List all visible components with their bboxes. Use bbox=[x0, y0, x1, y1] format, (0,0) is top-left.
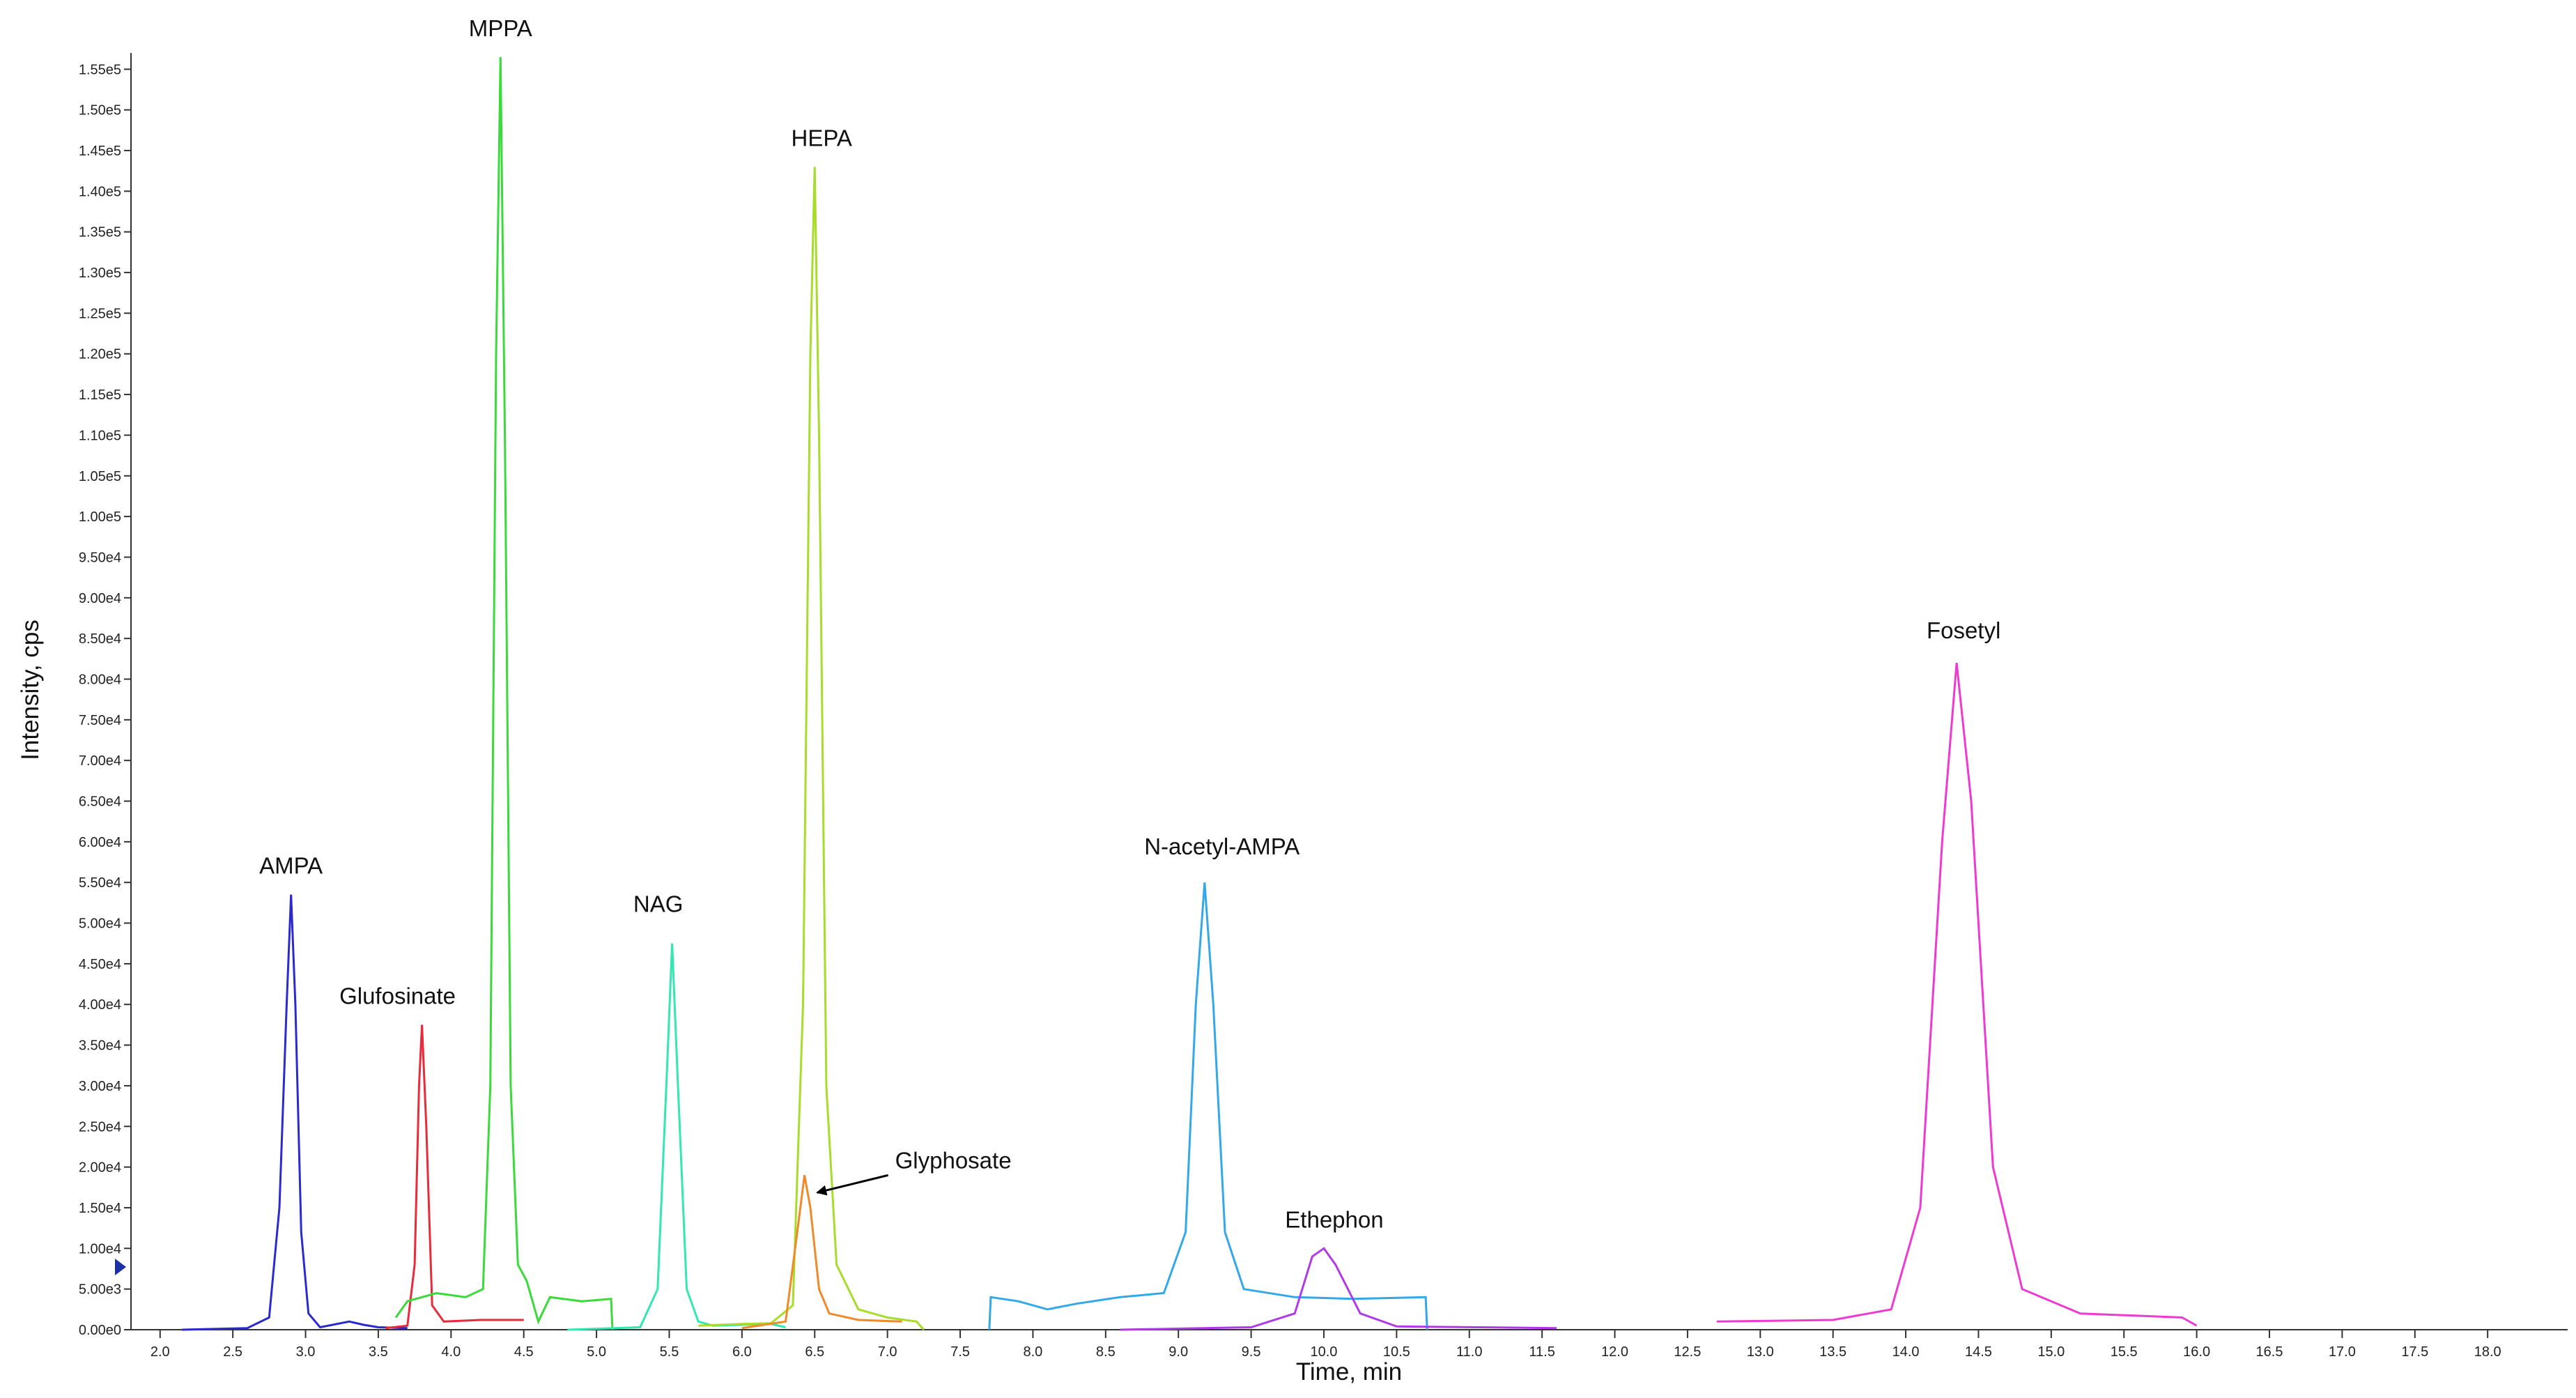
series-line bbox=[567, 943, 786, 1331]
x-tick-label: 8.5 bbox=[1096, 1344, 1116, 1360]
x-tick-label: 18.0 bbox=[2474, 1344, 2501, 1360]
x-tick-label: 14.0 bbox=[1892, 1344, 1920, 1360]
threshold-arrow bbox=[115, 1259, 126, 1275]
series-line bbox=[1120, 1247, 1557, 1331]
y-tick-label: 1.25e5 bbox=[79, 306, 121, 321]
peak-label: Glufosinate bbox=[339, 983, 456, 1008]
peak-label: AMPA bbox=[259, 853, 323, 879]
x-tick-label: 15.0 bbox=[2037, 1344, 2065, 1360]
x-tick-label: 13.0 bbox=[1747, 1344, 1774, 1360]
series-line bbox=[182, 894, 408, 1331]
y-tick-label: 1.50e4 bbox=[79, 1201, 121, 1216]
y-tick-label: 8.00e4 bbox=[79, 672, 121, 687]
x-tick-label: 12.5 bbox=[1674, 1344, 1701, 1360]
x-tick-label: 17.0 bbox=[2329, 1344, 2356, 1360]
x-tick-label: 4.5 bbox=[514, 1344, 534, 1360]
y-tick-label: 3.00e4 bbox=[79, 1079, 121, 1094]
y-tick-label: 1.05e5 bbox=[79, 469, 121, 484]
y-tick-label: 1.10e5 bbox=[79, 428, 121, 443]
y-tick-label: 2.00e4 bbox=[79, 1160, 121, 1176]
y-tick-label: 4.00e4 bbox=[79, 997, 121, 1013]
x-tick-label: 12.0 bbox=[1601, 1344, 1628, 1360]
y-tick-label: 2.50e4 bbox=[79, 1119, 121, 1135]
series-line bbox=[394, 56, 614, 1330]
y-tick-label: 9.50e4 bbox=[79, 550, 121, 565]
y-tick-label: 1.50e5 bbox=[79, 103, 121, 118]
series-line bbox=[988, 882, 1428, 1330]
y-tick-label: 7.00e4 bbox=[79, 753, 121, 769]
peak-label: Glyphosate bbox=[895, 1147, 1012, 1173]
x-tick-label: 8.0 bbox=[1024, 1344, 1043, 1360]
peak-label: N-acetyl-AMPA bbox=[1144, 834, 1299, 859]
y-tick-label: 1.00e5 bbox=[79, 509, 121, 525]
x-tick-label: 6.0 bbox=[732, 1344, 752, 1360]
x-tick-label: 16.5 bbox=[2256, 1344, 2283, 1360]
y-tick-label: 6.50e4 bbox=[79, 794, 121, 810]
label-arrow bbox=[816, 1174, 888, 1196]
x-tick-label: 2.5 bbox=[223, 1344, 242, 1360]
x-tick-label: 9.0 bbox=[1169, 1344, 1188, 1360]
x-tick-label: 7.0 bbox=[878, 1344, 897, 1360]
series-line bbox=[741, 1175, 902, 1330]
x-tick-label: 5.5 bbox=[660, 1344, 679, 1360]
y-tick-label: 1.35e5 bbox=[79, 225, 121, 240]
x-tick-label: 16.0 bbox=[2183, 1344, 2210, 1360]
y-tick-label: 1.55e5 bbox=[79, 62, 121, 77]
y-tick-label: 1.20e5 bbox=[79, 347, 121, 362]
x-tick-label: 11.0 bbox=[1456, 1344, 1482, 1360]
x-tick-label: 7.5 bbox=[950, 1344, 970, 1360]
peak-label: HEPA bbox=[792, 125, 852, 151]
x-tick-label: 3.0 bbox=[296, 1344, 316, 1360]
x-tick-label: 3.5 bbox=[369, 1344, 388, 1360]
y-tick-label: 1.30e5 bbox=[79, 266, 121, 281]
y-tick-label: 1.40e5 bbox=[79, 184, 121, 199]
x-tick-label: 4.0 bbox=[441, 1344, 461, 1360]
x-tick-label: 6.5 bbox=[805, 1344, 824, 1360]
series-line bbox=[385, 1024, 524, 1330]
y-tick-label: 4.50e4 bbox=[79, 957, 121, 972]
x-tick-label: 17.5 bbox=[2401, 1344, 2428, 1360]
y-tick-label: 1.00e4 bbox=[79, 1241, 121, 1257]
y-tick-label: 9.00e4 bbox=[79, 591, 121, 606]
y-tick-label: 0.00e0 bbox=[79, 1323, 121, 1338]
y-tick-label: 7.50e4 bbox=[79, 713, 121, 728]
peak-label: MPPA bbox=[469, 15, 532, 41]
peak-label: NAG bbox=[633, 891, 684, 917]
y-tick-label: 5.50e4 bbox=[79, 875, 121, 891]
y-tick-label: 3.50e4 bbox=[79, 1038, 121, 1054]
series-line bbox=[1716, 663, 2198, 1327]
y-tick-label: 5.00e4 bbox=[79, 916, 121, 932]
x-tick-label: 2.0 bbox=[151, 1344, 170, 1360]
x-tick-label: 15.5 bbox=[2111, 1344, 2138, 1360]
x-tick-label: 13.5 bbox=[1819, 1344, 1846, 1360]
x-tick-label: 14.5 bbox=[1965, 1344, 1992, 1360]
x-tick-label: 5.0 bbox=[587, 1344, 606, 1360]
x-tick-label: 11.5 bbox=[1529, 1344, 1555, 1360]
x-tick-label: 9.5 bbox=[1242, 1344, 1261, 1360]
x-axis-title: Time, min bbox=[1296, 1358, 1402, 1385]
x-tick-label: 10.0 bbox=[1310, 1344, 1337, 1360]
y-tick-label: 6.00e4 bbox=[79, 835, 121, 850]
peak-label: Fosetyl bbox=[1927, 617, 2000, 643]
y-tick-label: 1.15e5 bbox=[79, 387, 121, 403]
series-line bbox=[698, 167, 925, 1330]
peak-label: Ethephon bbox=[1285, 1206, 1383, 1232]
y-axis-title: Intensity, cps bbox=[17, 620, 44, 760]
y-tick-label: 5.00e3 bbox=[79, 1282, 121, 1298]
y-tick-label: 8.50e4 bbox=[79, 631, 121, 647]
x-tick-label: 10.5 bbox=[1383, 1344, 1410, 1360]
y-tick-label: 1.45e5 bbox=[79, 144, 121, 159]
